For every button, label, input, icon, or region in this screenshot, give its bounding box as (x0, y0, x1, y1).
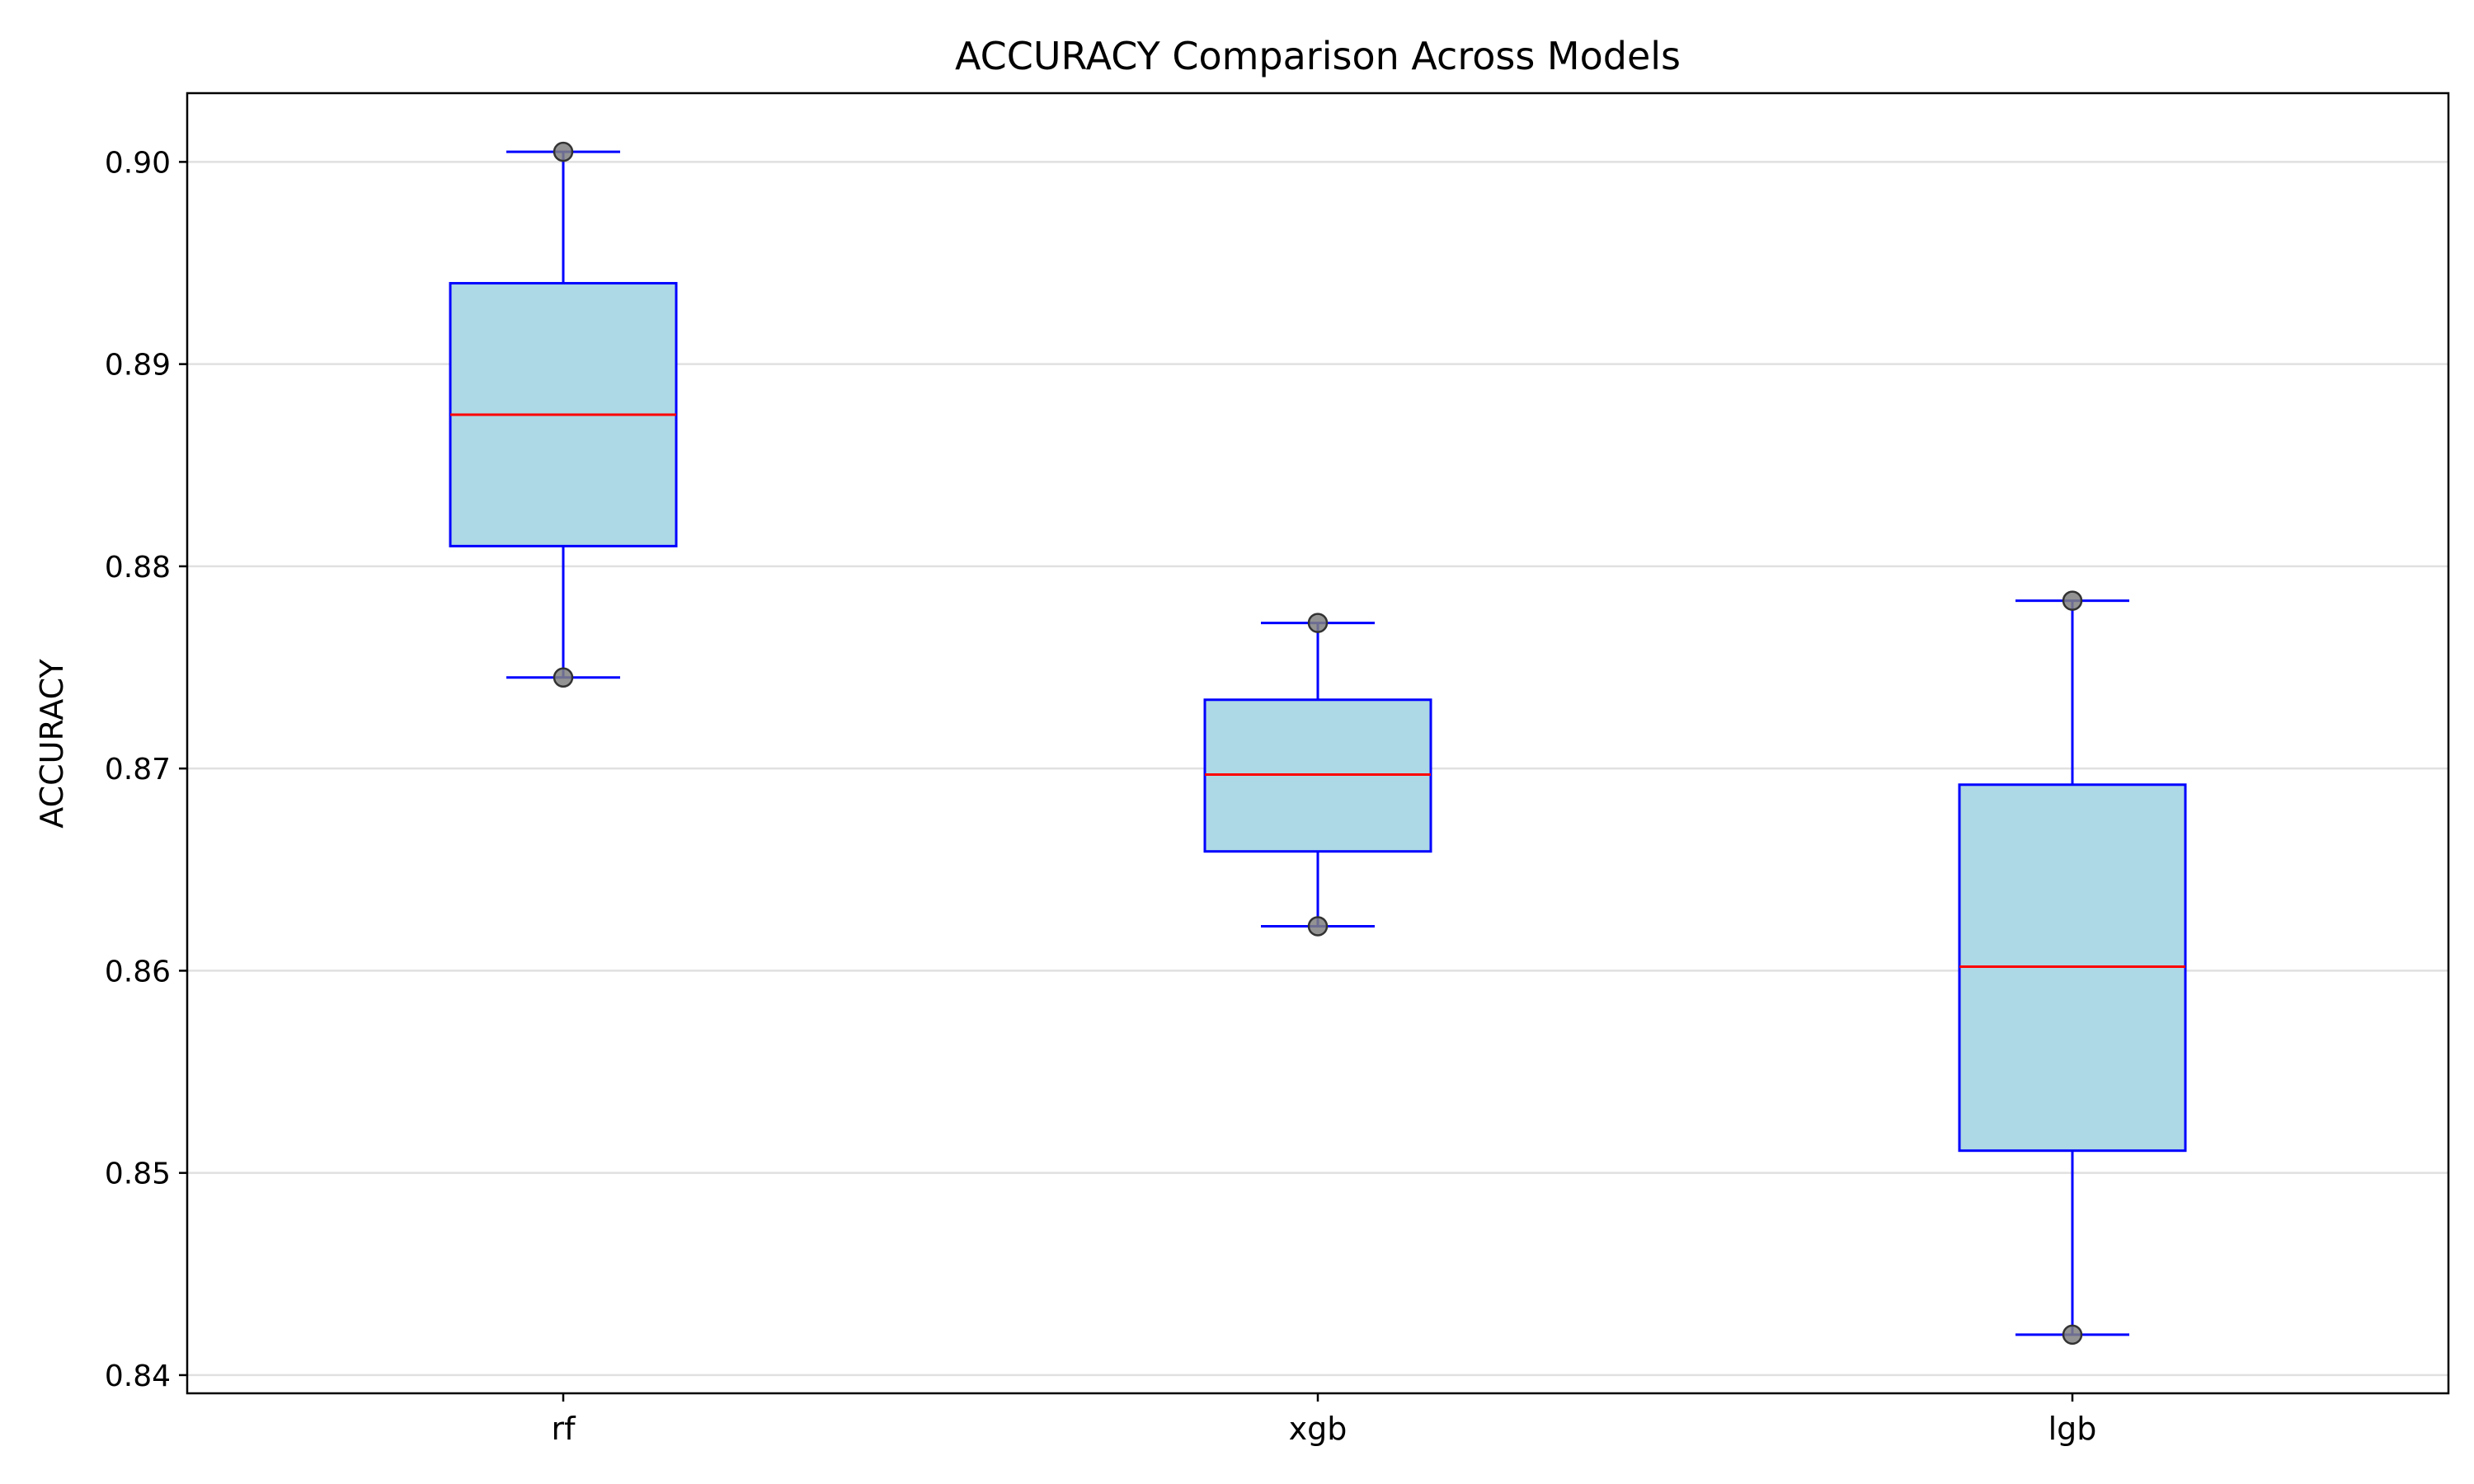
data-point (1307, 916, 1329, 937)
y-axis-label: ACCURACY (34, 658, 70, 828)
box-rf (449, 141, 678, 688)
boxes (449, 141, 2187, 1345)
y-tick-label: 0.85 (105, 1158, 171, 1191)
data-point (553, 141, 574, 162)
y-tick-label: 0.87 (105, 753, 171, 787)
data-point (553, 667, 574, 688)
y-tick-label: 0.89 (105, 349, 171, 383)
chart-title: ACCURACY Comparison Across Models (955, 34, 1681, 78)
box-lgb (1958, 590, 2187, 1345)
data-point (1307, 613, 1329, 633)
y-tick-label: 0.84 (105, 1360, 171, 1393)
grid-lines (187, 161, 2448, 1377)
box-xgb (1203, 613, 1432, 937)
data-point (2062, 590, 2083, 611)
x-tick-label: rf (551, 1411, 576, 1447)
data-point (2062, 1324, 2083, 1345)
y-tick-label: 0.90 (105, 146, 171, 180)
x-tick-label: lgb (2048, 1411, 2097, 1447)
y-tick-label: 0.88 (105, 551, 171, 585)
x-tick-label: xgb (1289, 1411, 1348, 1447)
y-tick-label: 0.86 (105, 955, 171, 989)
axes: 0.84 0.85 0.86 0.87 0.88 0.89 0.90 rf xgb lgb (105, 146, 2097, 1447)
